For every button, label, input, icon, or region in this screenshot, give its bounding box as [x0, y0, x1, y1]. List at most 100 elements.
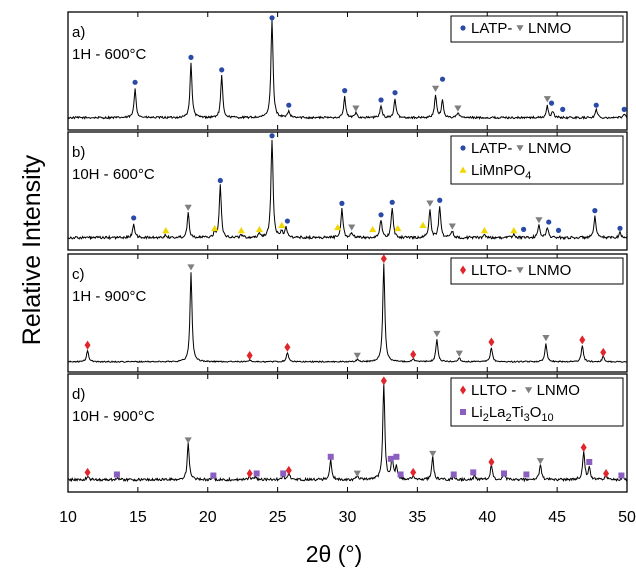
phase-marker [579, 335, 586, 345]
phase-marker [429, 450, 437, 458]
phase-marker [387, 455, 394, 462]
legend-marker [460, 385, 466, 395]
legend-box [450, 377, 624, 427]
phase-marker [431, 85, 440, 92]
panel-condition: 10H - 600°C [72, 166, 155, 183]
phase-marker [84, 467, 91, 477]
phase-marker [523, 471, 530, 478]
phase-marker [470, 469, 477, 476]
phase-marker [339, 200, 345, 206]
panels-layer: a) 1H - 600°C LATP- LNMO b) 10H - 600°C LATP- L… [67, 11, 628, 493]
phase-marker [237, 227, 245, 234]
panel-b: b) 10H - 600°C LATP- LNMO LiMnPO4 [67, 131, 628, 251]
legend-marker [460, 145, 466, 151]
diffraction-pattern-line [67, 383, 628, 483]
phase-marker [410, 467, 417, 477]
phase-marker [548, 100, 555, 106]
phase-marker [546, 219, 552, 225]
phase-marker [437, 197, 443, 203]
phase-marker [450, 471, 457, 478]
panel-a: a) 1H - 600°C LATP- LNMO [67, 11, 628, 131]
legend-marker [460, 25, 466, 31]
phase-marker [501, 470, 508, 477]
diffraction-pattern-line [67, 263, 628, 364]
phase-marker [253, 470, 260, 477]
legend-marker [516, 145, 524, 152]
x-tick-label: 25 [269, 509, 287, 526]
phase-marker [586, 459, 593, 465]
legend-formula-part: La [489, 404, 506, 421]
phase-marker [280, 470, 287, 477]
phase-marker [219, 67, 225, 73]
legend-formula-part: Ti [512, 404, 524, 421]
phase-marker [211, 224, 219, 232]
legend-formula-part: O [530, 404, 542, 421]
legend-text: LNMO [528, 140, 571, 157]
phase-marker [380, 254, 387, 264]
phase-marker [278, 221, 286, 228]
x-axis-label: 2θ (°) [306, 541, 363, 567]
phase-marker [555, 227, 562, 233]
phase-marker [269, 15, 275, 21]
legend-marker [460, 409, 466, 415]
phase-marker [454, 105, 462, 112]
panel-label: c) [72, 266, 85, 283]
phase-marker [217, 177, 223, 184]
phase-marker [592, 208, 598, 214]
phase-marker [393, 453, 400, 460]
phase-marker [600, 347, 607, 357]
phase-marker [426, 200, 434, 207]
phase-marker [560, 106, 566, 112]
x-tick-label: 45 [548, 509, 566, 526]
phase-marker [480, 227, 489, 234]
phase-marker [284, 342, 291, 352]
phase-marker [162, 227, 170, 234]
phase-marker [246, 468, 253, 478]
phase-marker [353, 352, 361, 359]
phase-marker [419, 221, 427, 228]
panel-label: b) [72, 144, 85, 161]
phase-marker [352, 105, 360, 112]
x-tick-label: 50 [618, 509, 636, 526]
phase-marker [255, 225, 264, 233]
phase-marker [510, 227, 518, 234]
phase-marker [84, 340, 91, 350]
panel-condition: 1H - 900°C [72, 288, 147, 305]
legend-text: LLTO - [471, 382, 516, 399]
legend-text: LiMnPO4 [471, 162, 531, 182]
legend-marker [460, 265, 466, 275]
phase-marker [433, 330, 441, 338]
legend-text: Li2La2Ti3O10 [471, 404, 554, 424]
phase-marker [439, 76, 446, 82]
legend-text: LATP- [471, 140, 512, 157]
phase-marker [113, 471, 120, 478]
legend-formula-part: Li [471, 404, 483, 421]
phase-marker [397, 471, 404, 478]
phase-marker [210, 472, 217, 479]
phase-marker [269, 133, 275, 139]
x-tick-label: 35 [408, 509, 426, 526]
legend-subscript: 4 [525, 170, 531, 182]
legend-box [450, 135, 624, 185]
phase-marker [488, 457, 495, 467]
legend-marker [459, 166, 467, 173]
legend-formula-part: 2 [483, 412, 489, 424]
y-axis-label: Relative Intensity [18, 154, 46, 345]
legend-text: LNMO [537, 382, 580, 399]
phase-marker [455, 350, 463, 357]
panel-label: a) [72, 24, 85, 41]
phase-marker [380, 376, 387, 386]
phase-marker [536, 458, 544, 465]
x-tick-label: 10 [59, 509, 77, 526]
phase-marker [369, 225, 377, 233]
legend-marker [516, 267, 524, 274]
diffraction-pattern-line [67, 19, 628, 120]
phase-marker [618, 472, 625, 479]
phase-marker [535, 217, 543, 224]
x-tick-label: 15 [129, 509, 147, 526]
legend-marker [525, 387, 533, 394]
phase-marker [286, 102, 292, 108]
phase-marker [542, 335, 550, 342]
legend-marker [516, 25, 524, 32]
